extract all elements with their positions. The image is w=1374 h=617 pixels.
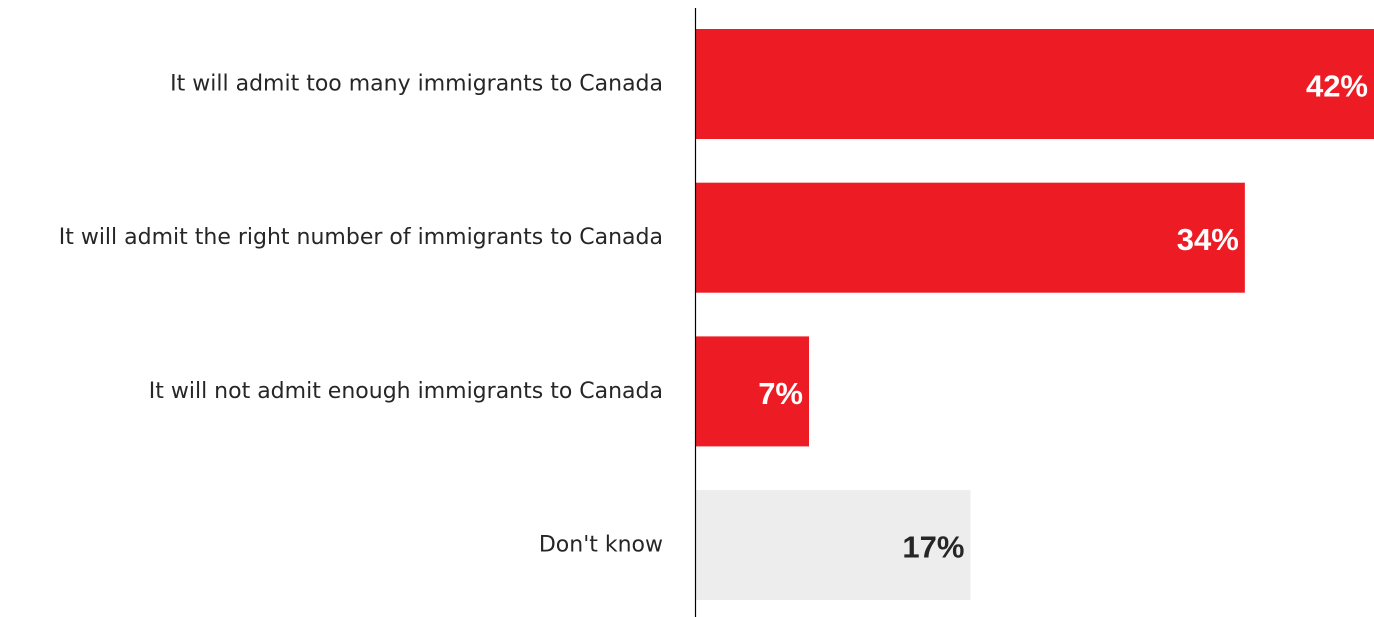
value-label: 34% <box>1177 222 1239 257</box>
category-labels: It will admit too many immigrants to Can… <box>59 72 663 558</box>
category-label: It will not admit enough immigrants to C… <box>149 379 663 404</box>
bars <box>696 29 1374 601</box>
category-label: It will admit too many immigrants to Can… <box>170 72 663 97</box>
bar <box>696 490 971 601</box>
bar <box>696 182 1245 293</box>
category-label: It will admit the right number of immigr… <box>59 225 663 250</box>
bar <box>696 29 1374 139</box>
value-label: 7% <box>758 376 803 411</box>
value-labels: 42% 34% 7% 17% <box>758 69 1368 565</box>
category-label: Don't know <box>539 533 663 558</box>
value-label: 17% <box>902 530 964 565</box>
value-label: 42% <box>1306 69 1368 104</box>
bar <box>696 336 809 447</box>
